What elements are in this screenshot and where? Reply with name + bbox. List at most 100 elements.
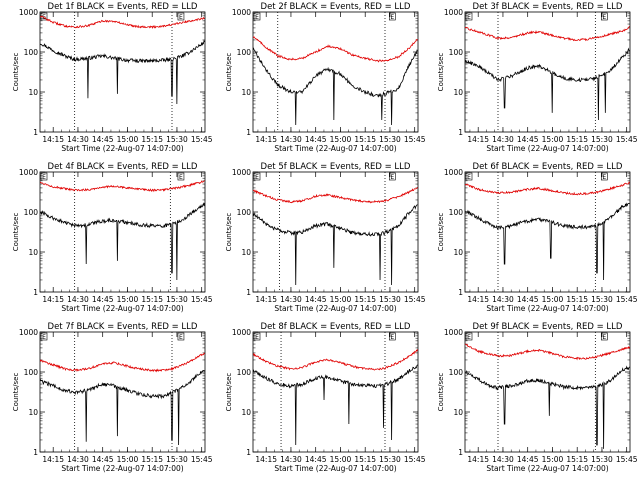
chart-panel-8: Det 8f BLACK = Events, RED = LLD 1 10 100 10…: [225, 322, 426, 473]
y-tick-label: 100: [24, 48, 39, 57]
chart-panel-4: Det 4f BLACK = Events, RED = LLD 1 10 100 10…: [12, 162, 213, 313]
plot-frame: [39, 171, 206, 293]
lld-series-line: [465, 343, 630, 361]
y-tick-label: 1: [458, 288, 463, 297]
x-tick-label: 15:30: [591, 455, 613, 464]
x-tick-label: 14:45: [92, 455, 114, 464]
flag-label: E: [255, 174, 259, 181]
x-tick-label: 14:45: [305, 295, 327, 304]
lld-series-line: [253, 187, 418, 204]
flag-box: [600, 12, 608, 21]
x-tick-label: 15:30: [591, 135, 613, 144]
y-tick-label: 10: [28, 408, 38, 417]
y-tick-label: 1: [33, 128, 38, 137]
flag-label: E: [255, 14, 259, 21]
events-series-line: [40, 202, 205, 280]
chart-panel-5: Det 5f BLACK = Events, RED = LLD 1 10 100 10…: [225, 162, 426, 313]
flag-box: [465, 332, 473, 341]
chart-title: Det 6f BLACK = Events, RED = LLD: [473, 162, 623, 172]
y-tick-label: 100: [449, 368, 464, 377]
x-tick-label: 14:30: [67, 455, 89, 464]
chart-panel-1: Det 1f BLACK = Events, RED = LLD 1 10 100 10…: [12, 2, 213, 153]
x-tick-label: 14:30: [492, 295, 514, 304]
x-tick-label: 15:45: [616, 135, 638, 144]
x-tick-label: 15:45: [404, 455, 426, 464]
x-tick-label: 15:45: [616, 295, 638, 304]
y-tick-label: 10: [28, 248, 38, 257]
x-tick-label: 14:15: [42, 135, 64, 144]
lld-series-line: [465, 26, 630, 42]
flag-label: E: [179, 174, 183, 181]
x-tick-label: 15:15: [141, 135, 163, 144]
y-tick-label: 1000: [19, 168, 38, 177]
plot-frame: [464, 171, 631, 293]
chart-title: Det 7f BLACK = Events, RED = LLD: [48, 322, 198, 332]
events-series-line: [253, 204, 418, 285]
lld-series-line: [40, 15, 205, 29]
y-axis-label: Counts/sec: [12, 373, 20, 412]
y-tick-label: 100: [449, 48, 464, 57]
y-tick-label: 10: [241, 88, 251, 97]
flag-label: E: [602, 334, 606, 341]
chart-title: Det 1f BLACK = Events, RED = LLD: [48, 2, 198, 12]
y-tick-label: 100: [24, 368, 39, 377]
flag-label: E: [179, 14, 183, 21]
x-tick-label: 14:30: [492, 455, 514, 464]
flag-box: [253, 12, 261, 21]
x-tick-label: 15:30: [166, 455, 188, 464]
lld-series-line: [253, 349, 418, 371]
y-tick-label: 1: [246, 448, 251, 457]
x-axis-label: Start Time (22-Aug-07 14:07:00): [486, 144, 608, 153]
x-tick-label: 14:15: [255, 455, 277, 464]
x-tick-label: 15:00: [117, 135, 139, 144]
events-series-line: [40, 370, 205, 445]
x-axis-label: Start Time (22-Aug-07 14:07:00): [274, 144, 396, 153]
y-axis-label: Counts/sec: [225, 373, 233, 412]
x-tick-label: 15:15: [566, 295, 588, 304]
y-tick-label: 100: [449, 208, 464, 217]
y-axis-label: Counts/sec: [437, 213, 445, 252]
x-axis-label: Start Time (22-Aug-07 14:07:00): [486, 304, 608, 313]
flag-box: [388, 172, 396, 181]
flag-box: [600, 332, 608, 341]
events-series-line: [465, 202, 630, 280]
x-tick-label: 15:15: [141, 295, 163, 304]
flag-label: E: [602, 14, 606, 21]
flag-label: E: [467, 174, 471, 181]
x-axis-label: Start Time (22-Aug-07 14:07:00): [486, 464, 608, 473]
x-tick-label: 15:45: [404, 295, 426, 304]
chart-title: Det 8f BLACK = Events, RED = LLD: [261, 322, 411, 332]
lld-series-line: [40, 180, 205, 193]
x-tick-label: 14:45: [92, 135, 114, 144]
chart-panel-7: Det 7f BLACK = Events, RED = LLD 1 10 100 10…: [12, 322, 213, 473]
plot-frame: [252, 171, 419, 293]
flag-label: E: [42, 174, 46, 181]
x-tick-label: 14:30: [67, 135, 89, 144]
chart-title: Det 4f BLACK = Events, RED = LLD: [48, 162, 198, 172]
flag-label: E: [390, 14, 394, 21]
flag-box: [388, 12, 396, 21]
plot-frame: [464, 11, 631, 133]
flag-label: E: [390, 174, 394, 181]
plot-frame: [464, 331, 631, 453]
x-tick-label: 14:30: [280, 455, 302, 464]
x-tick-label: 14:15: [255, 135, 277, 144]
flag-box: [177, 172, 185, 181]
y-axis-label: Counts/sec: [225, 213, 233, 252]
y-tick-label: 10: [28, 88, 38, 97]
y-tick-label: 1000: [19, 328, 38, 337]
flag-label: E: [602, 174, 606, 181]
flag-box: [177, 332, 185, 341]
y-tick-label: 1000: [232, 328, 251, 337]
events-series-line: [253, 364, 418, 445]
x-tick-label: 15:15: [354, 295, 376, 304]
x-tick-label: 14:15: [42, 455, 64, 464]
flag-box: [40, 332, 48, 341]
x-axis-label: Start Time (22-Aug-07 14:07:00): [61, 144, 183, 153]
x-tick-label: 14:45: [305, 455, 327, 464]
plot-frame: [39, 11, 206, 133]
x-tick-label: 14:30: [280, 135, 302, 144]
y-tick-label: 10: [453, 248, 463, 257]
x-tick-label: 14:45: [517, 135, 539, 144]
